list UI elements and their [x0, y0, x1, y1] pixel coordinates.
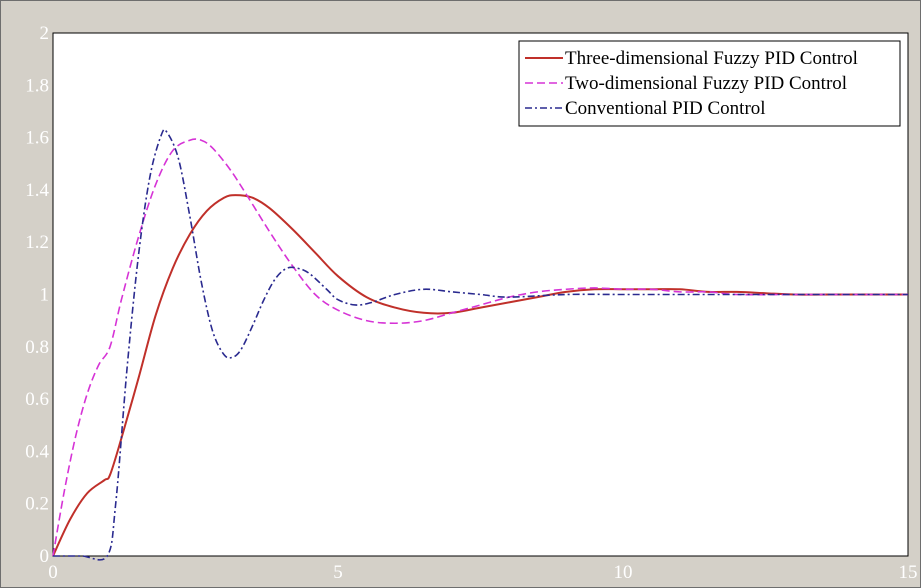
three-dimensional-fuzzy-pid-line [52, 194, 908, 557]
legend: Three-dimensional Fuzzy PID Control Two-d… [518, 40, 901, 127]
legend-label: Two-dimensional Fuzzy PID Control [565, 73, 847, 94]
two-dimensional-fuzzy-pid-line [52, 138, 908, 557]
series-lines [52, 128, 908, 561]
y-tick-label: 1.2 [25, 232, 49, 253]
y-axis-ticks: 0 0.2 0.4 0.6 0.8 1 1.2 1.4 1.6 1.8 2 [25, 23, 49, 567]
y-tick-label: 1.8 [25, 75, 49, 96]
y-tick-label: 2 [40, 23, 50, 44]
y-tick-label: 0.4 [25, 441, 49, 462]
x-tick-label: 15 [899, 562, 918, 583]
legend-box [518, 40, 901, 127]
x-axis-ticks: 0 5 10 15 [48, 562, 917, 583]
y-tick-label: 1.4 [25, 180, 49, 201]
y-tick-label: 0 [40, 546, 50, 567]
y-tick-label: 1 [40, 285, 50, 306]
x-tick-label: 5 [333, 562, 343, 583]
legend-label: Three-dimensional Fuzzy PID Control [565, 48, 858, 69]
y-tick-label: 0.8 [25, 337, 49, 358]
y-tick-label: 0.2 [25, 494, 49, 515]
legend-label: Conventional PID Control [565, 98, 766, 119]
conventional-pid-line [53, 128, 908, 561]
y-tick-label: 0.6 [25, 389, 49, 410]
x-tick-label: 0 [48, 562, 58, 583]
x-tick-label: 10 [614, 562, 633, 583]
y-tick-label: 1.6 [25, 128, 49, 149]
